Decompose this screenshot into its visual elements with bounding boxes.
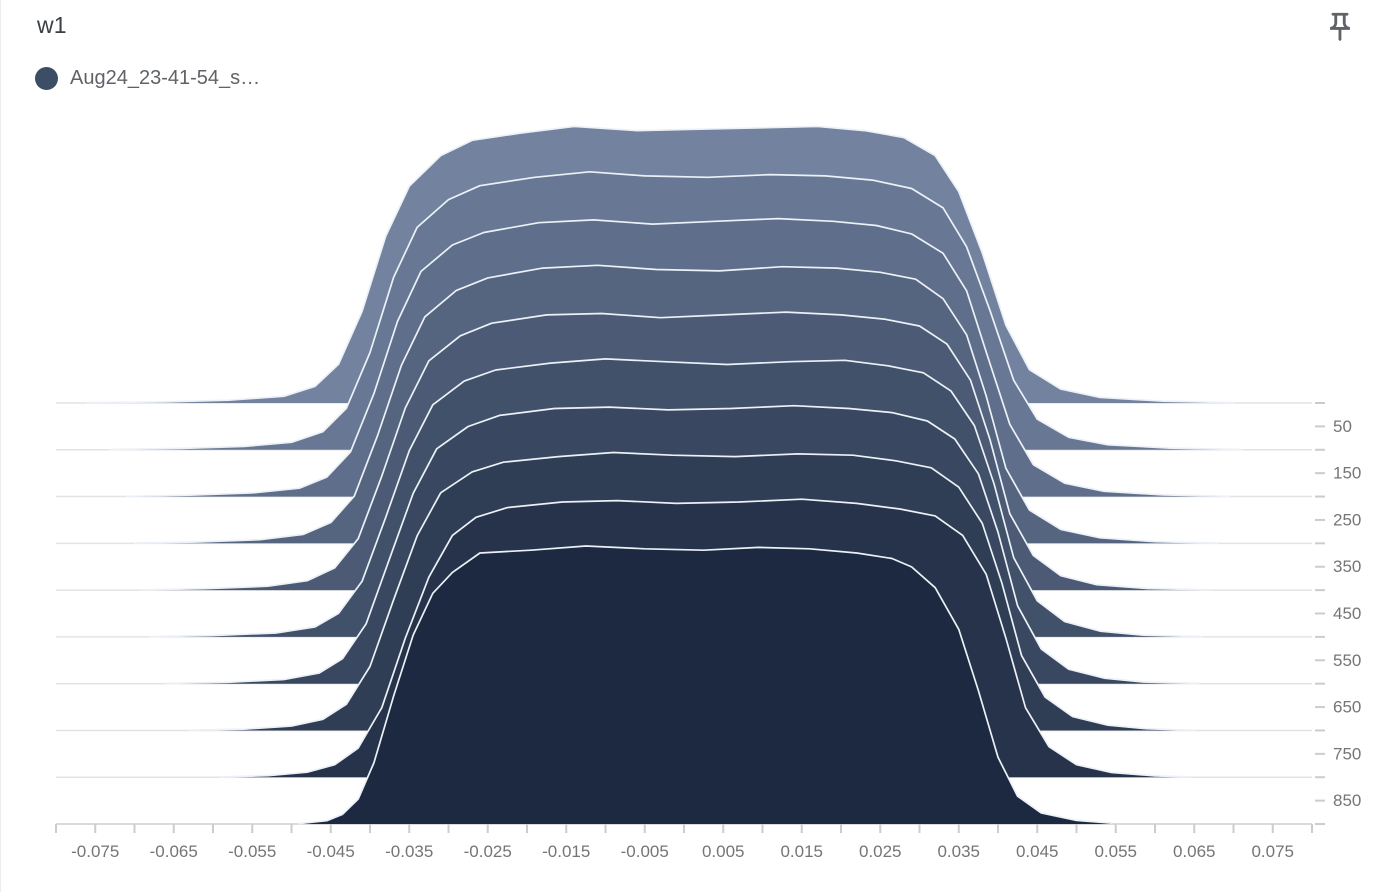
histogram-ridge-outline <box>125 217 1231 498</box>
step-tick-label: 850 <box>1333 791 1361 810</box>
histogram-ridge-outline <box>133 264 1219 544</box>
histogram-ridge-outline <box>165 404 1200 685</box>
step-tick-label: 650 <box>1333 698 1361 717</box>
chart-title: w1 <box>37 12 67 38</box>
x-tick-label: -0.075 <box>71 842 119 861</box>
legend-swatch <box>35 67 58 90</box>
x-tick-label: -0.065 <box>150 842 198 861</box>
histogram-ridge-outline <box>86 125 1235 404</box>
legend-run-label: Aug24_23-41-54_s… <box>70 67 261 89</box>
step-tick-label: 750 <box>1333 744 1361 763</box>
step-tick-label: 450 <box>1333 604 1361 623</box>
step-tick-label: 550 <box>1333 651 1361 670</box>
histogram-ridge-outline <box>298 545 1113 825</box>
x-tick-label: 0.025 <box>859 842 902 861</box>
x-tick-label: 0.035 <box>937 842 980 861</box>
histogram-ridge-step-900 <box>299 546 1112 824</box>
x-tick-label: -0.005 <box>621 842 669 861</box>
x-tick-label: 0.075 <box>1251 842 1294 861</box>
x-tick-label: -0.045 <box>307 842 355 861</box>
x-tick-label: 0.005 <box>702 842 745 861</box>
x-tick-label: 0.015 <box>780 842 823 861</box>
x-tick-label: -0.015 <box>542 842 590 861</box>
step-tick-label: 150 <box>1333 464 1361 483</box>
pin-button[interactable] <box>1320 6 1360 52</box>
x-tick-label: -0.025 <box>464 842 512 861</box>
step-tick-label: 250 <box>1333 510 1361 529</box>
x-tick-label: 0.045 <box>1016 842 1059 861</box>
step-tick-label: 350 <box>1333 557 1361 576</box>
histogram-ridge-outline <box>220 498 1192 778</box>
x-tick-label: -0.035 <box>385 842 433 861</box>
histogram-ridge-outline <box>149 358 1203 638</box>
x-tick-label: 0.065 <box>1173 842 1216 861</box>
step-tick-label: 50 <box>1333 417 1352 436</box>
legend-item: Aug24_23-41-54_s… <box>35 67 260 90</box>
histogram-ridge-outline <box>110 170 1243 451</box>
histogram-ridge-outline <box>188 451 1196 732</box>
histogram-ridge-outline <box>141 311 1211 591</box>
push-pin-icon <box>1330 12 1350 42</box>
x-tick-label: 0.055 <box>1094 842 1137 861</box>
legend: Aug24_23-41-54_s… <box>35 67 260 90</box>
x-tick-label: -0.055 <box>228 842 276 861</box>
